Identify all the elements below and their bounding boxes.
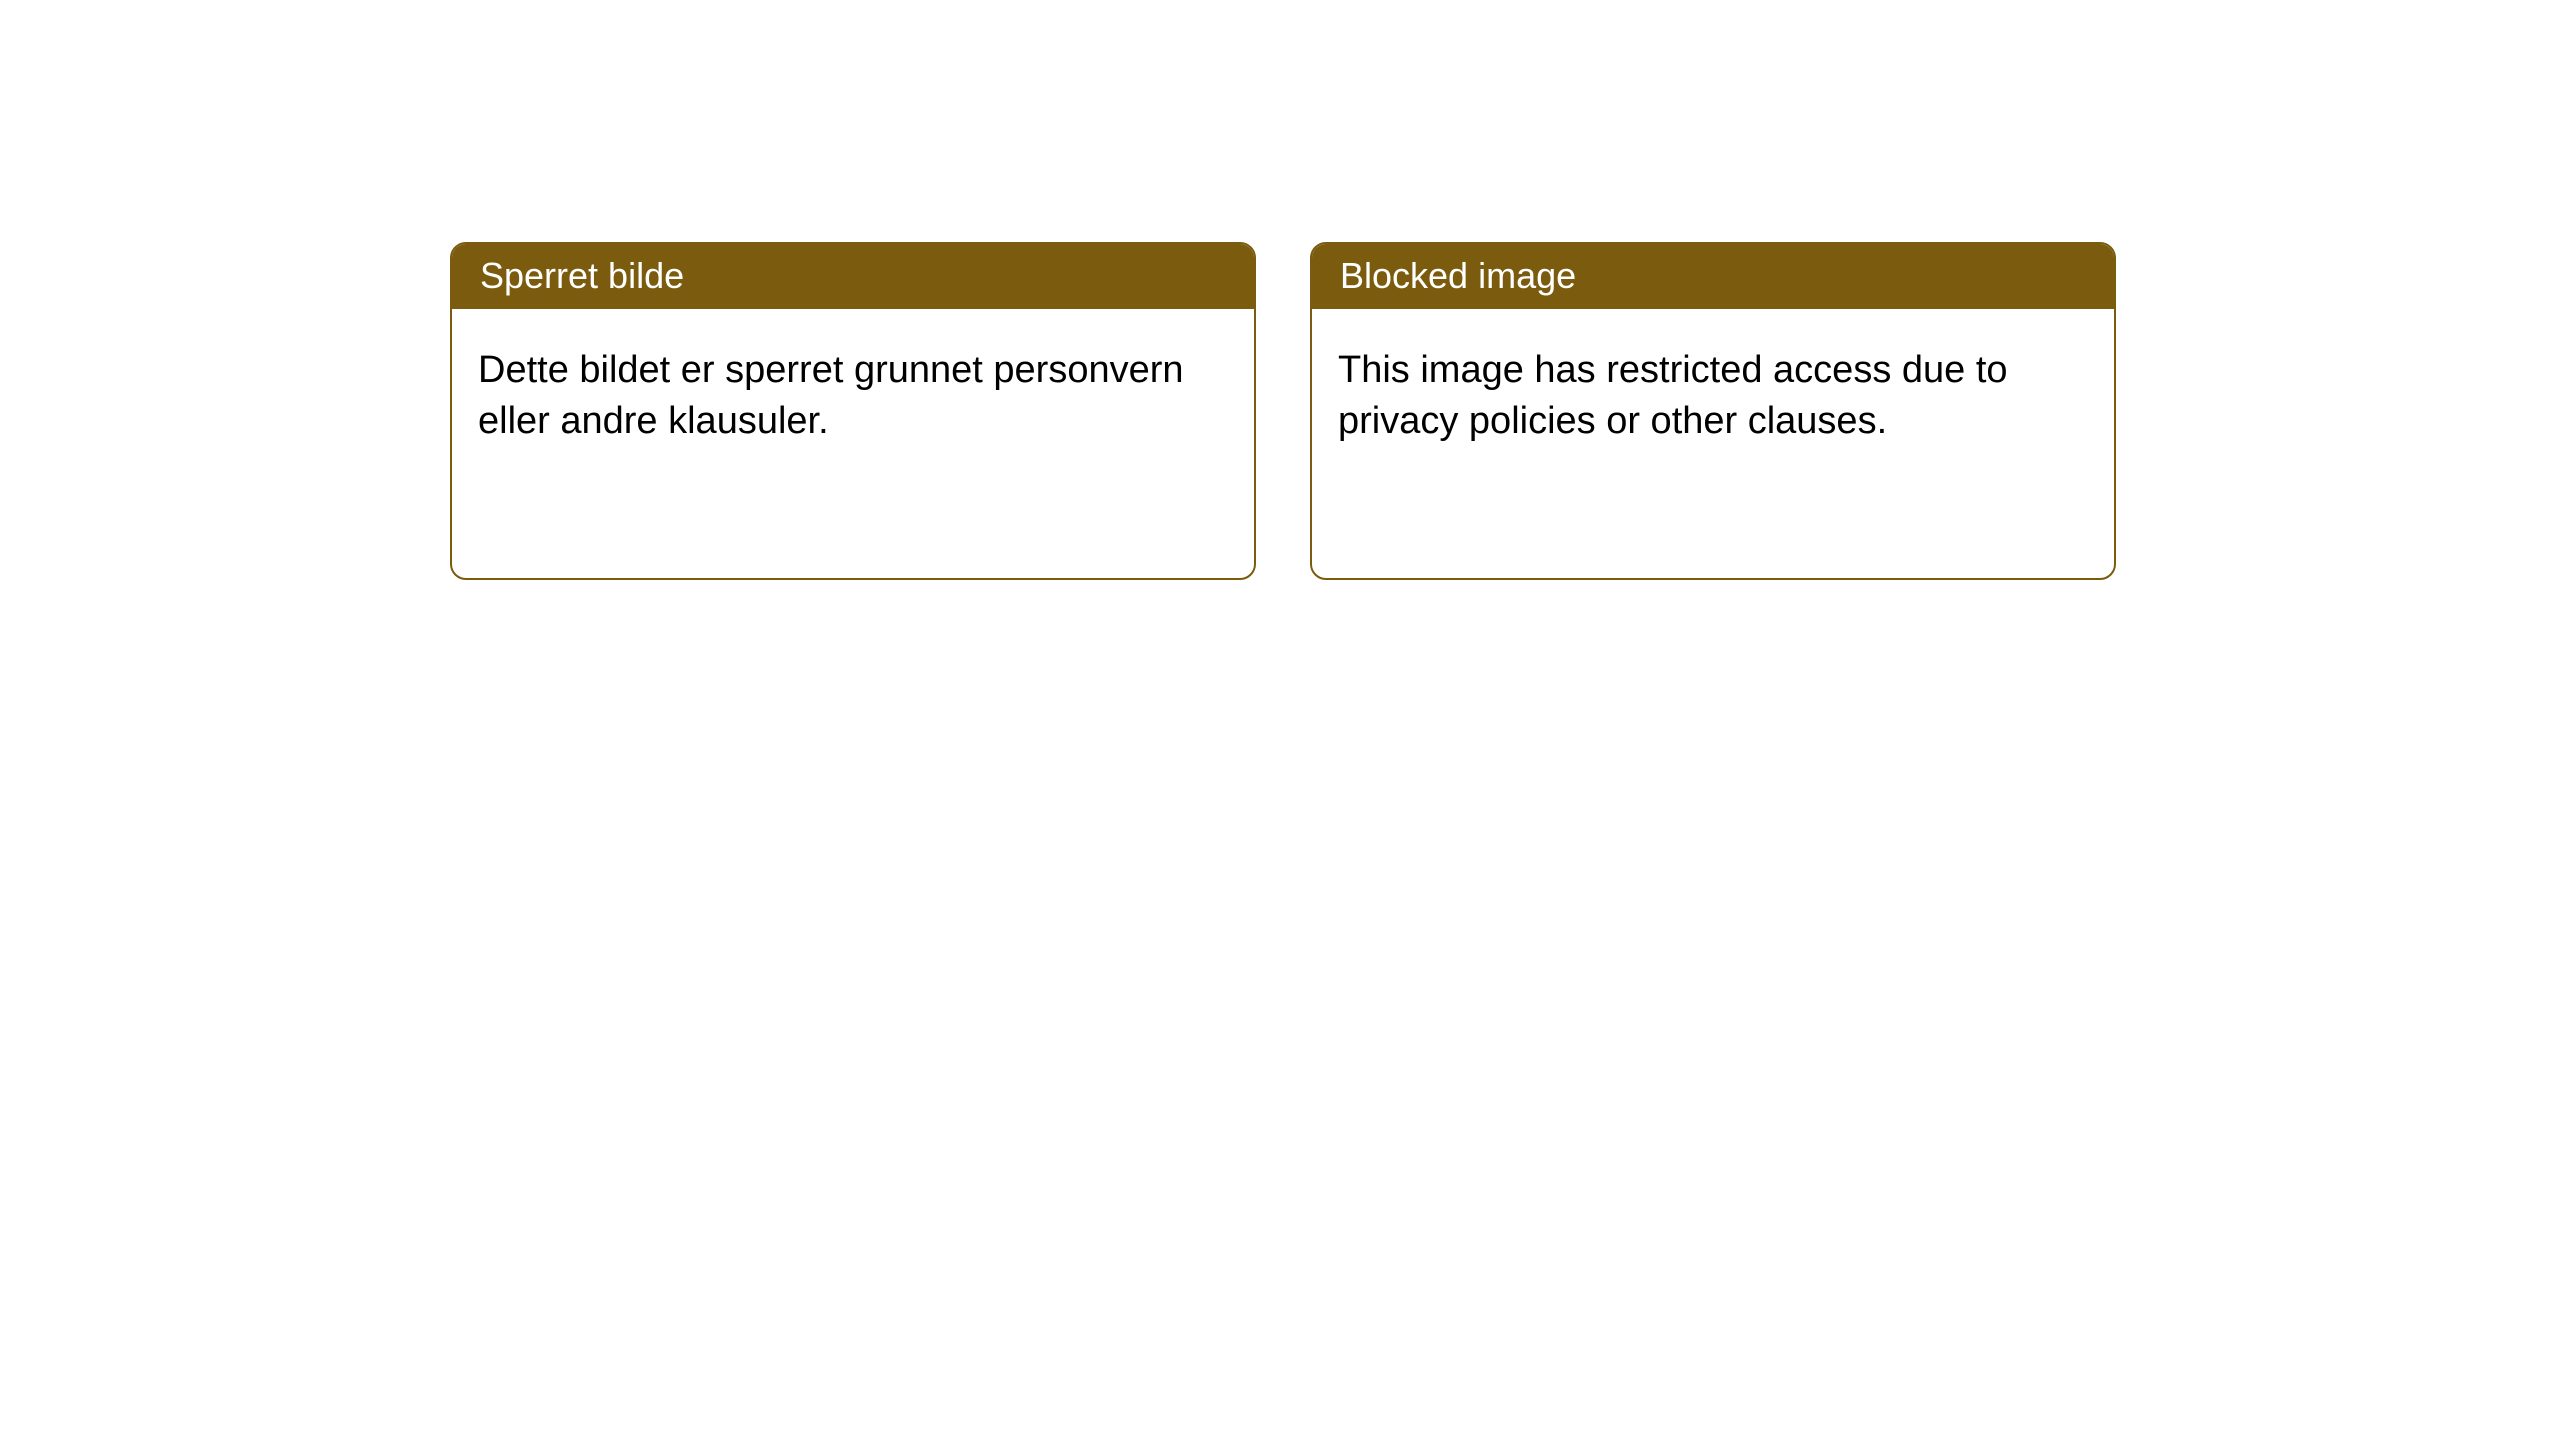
notice-card-norwegian: Sperret bilde Dette bildet er sperret gr… (450, 242, 1256, 580)
card-title: Sperret bilde (452, 244, 1254, 309)
card-title: Blocked image (1312, 244, 2114, 309)
notice-card-english: Blocked image This image has restricted … (1310, 242, 2116, 580)
card-body-text: Dette bildet er sperret grunnet personve… (452, 309, 1254, 478)
card-body-text: This image has restricted access due to … (1312, 309, 2114, 478)
notice-cards-container: Sperret bilde Dette bildet er sperret gr… (450, 242, 2560, 580)
